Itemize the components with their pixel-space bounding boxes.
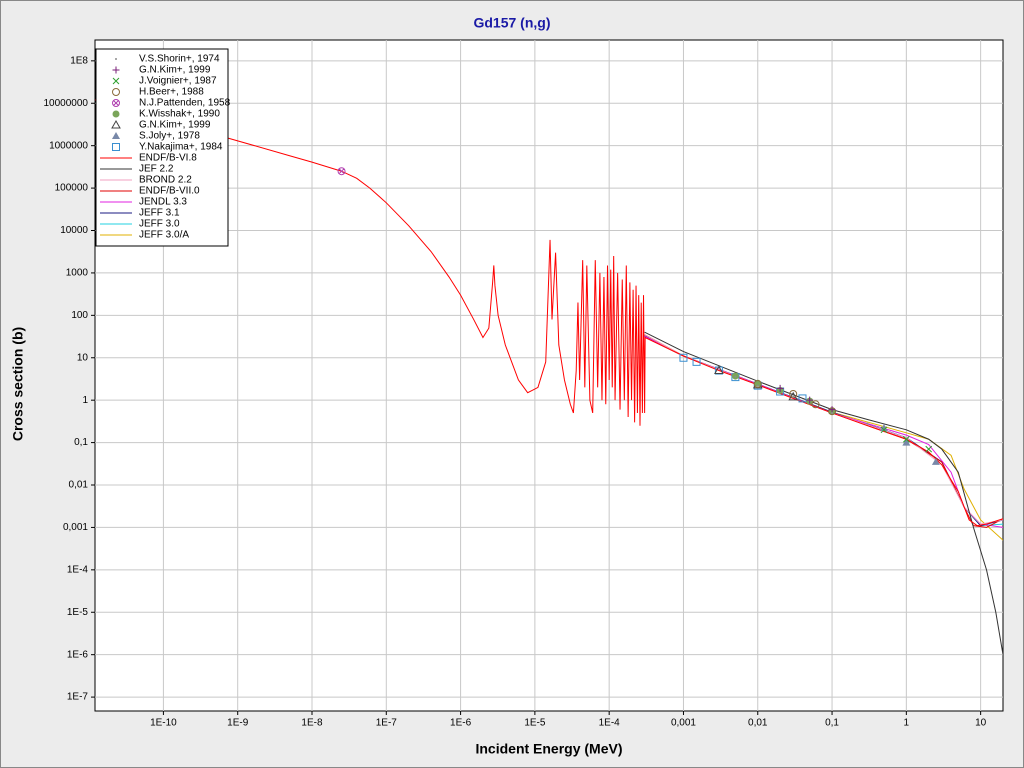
x-tick-label: 1E-7 xyxy=(376,718,398,729)
legend-label: BROND 2.2 xyxy=(139,175,192,186)
point xyxy=(931,457,940,465)
y-tick-label: 100 xyxy=(71,310,88,321)
y-tick-label: 1E-4 xyxy=(67,564,89,575)
legend-label: K.Wisshak+, 1990 xyxy=(139,109,220,120)
y-tick-label: 1E8 xyxy=(70,55,88,66)
y-tick-label: 1000000 xyxy=(49,140,88,151)
y-tick-label: 0,001 xyxy=(63,522,88,533)
legend-label: JEFF 3.0/A xyxy=(139,230,189,241)
point xyxy=(798,394,807,403)
point xyxy=(714,365,724,375)
legend-label: ENDF/B-VI.8 xyxy=(139,153,197,164)
point xyxy=(879,424,888,432)
legend-swatch xyxy=(112,132,120,139)
x-tick-label: 1E-10 xyxy=(150,718,177,729)
x-tick-label: 0,01 xyxy=(748,718,768,729)
x-tick-label: 1E-6 xyxy=(450,718,472,729)
grid: 1E-10 1E-9 1E-8 1E-7 1E-6 1E-5 1E-4 0,001 0,01 0,… xyxy=(44,40,1003,729)
point xyxy=(753,380,762,389)
legend-swatch xyxy=(111,119,121,129)
y-tick-label: 0,01 xyxy=(69,480,89,491)
point xyxy=(925,445,933,453)
point xyxy=(754,379,762,387)
x-tick-label: 1E-5 xyxy=(524,718,546,729)
y-axis-label: Cross section (b) xyxy=(10,327,26,441)
legend-label: Y.Nakajima+, 1984 xyxy=(139,142,223,153)
curve xyxy=(644,334,1003,525)
x-tick-label: 0,001 xyxy=(671,718,696,729)
y-tick-label: 10 xyxy=(77,352,89,363)
legend-label: V.S.Shorin+, 1974 xyxy=(139,54,220,65)
point xyxy=(828,406,836,414)
legend-label: H.Beer+, 1988 xyxy=(139,87,204,98)
x-tick-label: 1E-8 xyxy=(301,718,323,729)
legend-label: G.N.Kim+, 1999 xyxy=(139,120,211,131)
point xyxy=(756,384,759,387)
points xyxy=(337,167,940,465)
y-tick-label: 10000 xyxy=(60,225,88,236)
point xyxy=(776,384,784,392)
legend-label: JEFF 3.0 xyxy=(139,219,180,230)
y-tick-label: 0,1 xyxy=(74,437,88,448)
point xyxy=(811,400,820,409)
y-tick-label: 1000 xyxy=(66,268,89,279)
chart-title: Gd157 (n,g) xyxy=(473,15,550,31)
legend-label: ENDF/B-VII.0 xyxy=(139,186,200,197)
legend-swatch xyxy=(112,143,120,151)
point xyxy=(788,391,799,401)
point xyxy=(792,395,795,398)
legend-swatch xyxy=(115,58,117,60)
point xyxy=(806,396,814,404)
legend-label: JENDL 3.3 xyxy=(139,197,187,208)
x-tick-label: 10 xyxy=(975,718,987,729)
curve xyxy=(95,99,1003,527)
legend-swatch xyxy=(112,88,120,96)
point xyxy=(902,435,910,443)
y-tick-label: 1E-7 xyxy=(67,692,89,703)
x-axis-label: Incident Energy (MeV) xyxy=(475,741,622,757)
point xyxy=(692,357,701,366)
point xyxy=(679,353,688,362)
y-tick-label: 10000000 xyxy=(44,98,89,109)
y-tick-label: 1E-6 xyxy=(67,649,89,660)
legend-swatch xyxy=(112,110,120,118)
x-tick-label: 1 xyxy=(904,718,910,729)
legend-label: JEF 2.2 xyxy=(139,164,174,175)
legend-label: J.Voignier+, 1987 xyxy=(139,76,217,87)
legend-swatch xyxy=(112,77,120,85)
point xyxy=(734,375,737,378)
legend-label: G.N.Kim+, 1999 xyxy=(139,65,211,76)
x-tick-label: 0,1 xyxy=(825,718,839,729)
y-tick-label: 1 xyxy=(82,395,88,406)
point xyxy=(866,422,869,425)
x-tick-label: 1E-9 xyxy=(227,718,249,729)
legend-label: N.J.Pattenden, 1958 xyxy=(139,98,231,109)
legend-label: JEFF 3.1 xyxy=(139,208,180,219)
y-tick-label: 100000 xyxy=(55,183,89,194)
point xyxy=(880,426,888,434)
point xyxy=(337,167,346,176)
y-tick-label: 1E-5 xyxy=(67,607,89,618)
point xyxy=(902,438,911,446)
legend-label: S.Joly+, 1978 xyxy=(139,131,200,142)
legend-swatch xyxy=(112,66,120,74)
plot-area xyxy=(94,39,1004,712)
point xyxy=(831,411,834,414)
x-tick-label: 1E-4 xyxy=(599,718,621,729)
legend-swatch xyxy=(112,99,121,107)
